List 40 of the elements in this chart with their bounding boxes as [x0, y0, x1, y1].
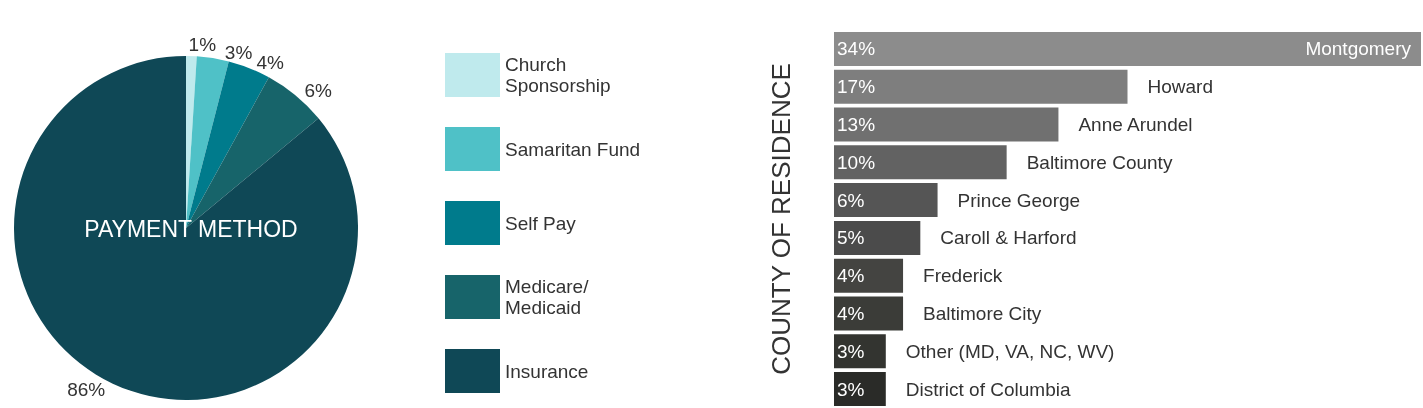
y-tick-label: Prince George	[957, 189, 1081, 211]
data-label: 10%	[837, 151, 876, 173]
bar	[834, 145, 1007, 180]
bar	[834, 69, 1128, 104]
legend-label: Self Pay	[505, 212, 577, 234]
y-tick-label: Baltimore County	[1026, 151, 1173, 173]
legend-label: Medicare/ Medicaid	[505, 276, 594, 318]
y-tick-label: Baltimore City	[923, 303, 1042, 324]
y-tick-label: Frederick	[923, 265, 1003, 287]
y-tick-label: Howard	[1147, 76, 1213, 98]
bar	[834, 31, 1421, 66]
data-label: 4%	[837, 265, 865, 287]
data-label: 6%	[304, 80, 333, 102]
bar	[834, 183, 938, 218]
text: PAYMENT METHOD	[84, 215, 298, 242]
data-label: 86%	[67, 378, 106, 400]
legend-label: Church Sponsorship	[505, 54, 611, 96]
bar	[834, 107, 1059, 142]
data-label: 5%	[837, 227, 865, 249]
data-label: 3%	[837, 340, 865, 362]
data-label: 4%	[256, 52, 285, 73]
data-label: 3%	[224, 41, 253, 63]
data-label: 3%	[837, 378, 865, 400]
data-label: 1%	[188, 33, 217, 55]
y-tick-label: Montgomery	[1305, 38, 1412, 60]
y-tick-label: Anne Arundel	[1078, 114, 1193, 135]
y-tick-label: District of Columbia	[905, 378, 1071, 400]
y-axis-title: COUNTY OF RESIDENCE	[766, 63, 796, 375]
bar	[834, 296, 904, 331]
bar	[834, 258, 904, 293]
data-label: 6%	[837, 189, 865, 211]
legend-label: Samaritan Fund	[505, 138, 641, 160]
data-label: 17%	[837, 76, 876, 98]
data-label: 4%	[837, 303, 865, 324]
data-label: 13%	[837, 114, 876, 135]
bar	[834, 220, 921, 255]
y-tick-label: Caroll & Harford	[940, 227, 1077, 249]
data-label: 34%	[837, 38, 876, 60]
legend-label: Insurance	[505, 360, 589, 382]
y-tick-label: Other (MD, VA, NC, WV)	[905, 340, 1115, 362]
